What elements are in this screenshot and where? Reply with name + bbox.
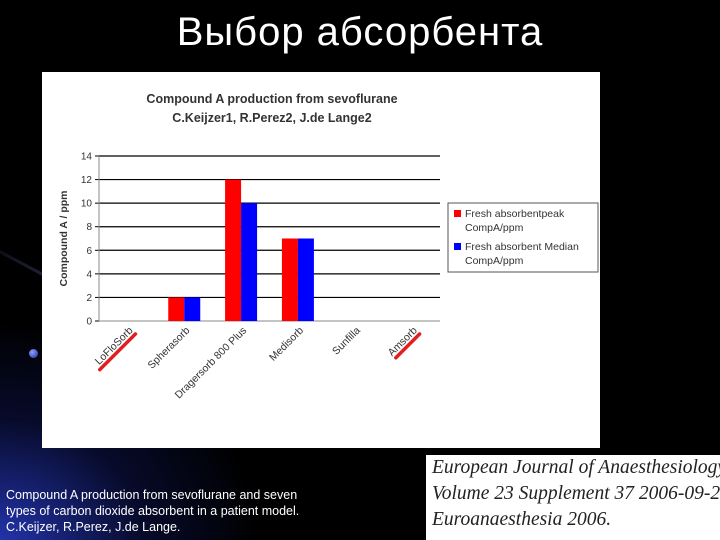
- bullet-icon: [29, 349, 38, 358]
- y-tick-label: 4: [86, 269, 92, 280]
- legend-label-1: Fresh absorbent Median: [465, 241, 579, 253]
- chart-panel: Compound A production from sevoflurane C.…: [42, 72, 600, 448]
- y-tick-label: 8: [86, 222, 92, 233]
- chart-subtitle: C.Keijzer1, R.Perez2, J.de Lange2: [172, 111, 371, 125]
- x-tick-label: Spherasorb: [145, 325, 192, 372]
- journal-line-3: Euroanaesthesia 2006.: [432, 509, 612, 530]
- x-tick-label: LoFloSorb: [93, 325, 136, 368]
- bar-0-3: [281, 238, 298, 321]
- x-tick-label: Amsorb: [386, 325, 420, 359]
- journal-line-2: Volume 23 Supplement 37 2006-09-22: [432, 483, 720, 504]
- y-tick-label: 0: [86, 317, 92, 328]
- bar-0-2: [225, 179, 242, 321]
- legend-box: [447, 202, 599, 273]
- underline-mark: [98, 332, 138, 372]
- y-tick-label: 2: [86, 293, 92, 304]
- chart-title: Compound A production from sevoflurane: [146, 92, 397, 106]
- bar-1-1: [184, 297, 201, 321]
- caption-line-3: C.Keijzer, R.Perez, J.de Lange.: [6, 520, 181, 534]
- x-tick-label: Medisorb: [267, 325, 306, 364]
- y-tick-label: 12: [81, 175, 93, 186]
- y-tick-label: 6: [86, 246, 92, 257]
- underline-mark: [394, 332, 422, 360]
- legend-label-0: CompA/ppm: [465, 222, 524, 234]
- caption-line-2: types of carbon dioxide absorbent in a p…: [6, 504, 300, 518]
- legend-swatch-0: [454, 210, 461, 217]
- legend-swatch-1: [454, 243, 461, 250]
- bar-chart: Compound A production from sevoflurane C.…: [58, 92, 599, 401]
- y-tick-label: 14: [81, 152, 93, 163]
- legend-label-0: Fresh absorbentpeak: [465, 208, 565, 220]
- bar-1-3: [297, 238, 314, 321]
- journal-line-1: European Journal of Anaesthesiology.: [432, 457, 720, 478]
- journal-reference: European Journal of Anaesthesiology. Vol…: [426, 455, 720, 540]
- y-tick-label: 10: [81, 199, 93, 210]
- x-tick-label: Sunfilla: [330, 325, 363, 358]
- legend-label-1: CompA/ppm: [465, 255, 524, 267]
- slide-title: Выбор абсорбента: [176, 10, 544, 54]
- caption: Compound A production from sevoflurane a…: [6, 487, 356, 535]
- caption-line-1: Compound A production from sevoflurane a…: [6, 488, 298, 502]
- bar-1-2: [241, 203, 258, 321]
- y-axis-label: Compound A / ppm: [58, 190, 70, 286]
- bar-0-1: [168, 297, 185, 321]
